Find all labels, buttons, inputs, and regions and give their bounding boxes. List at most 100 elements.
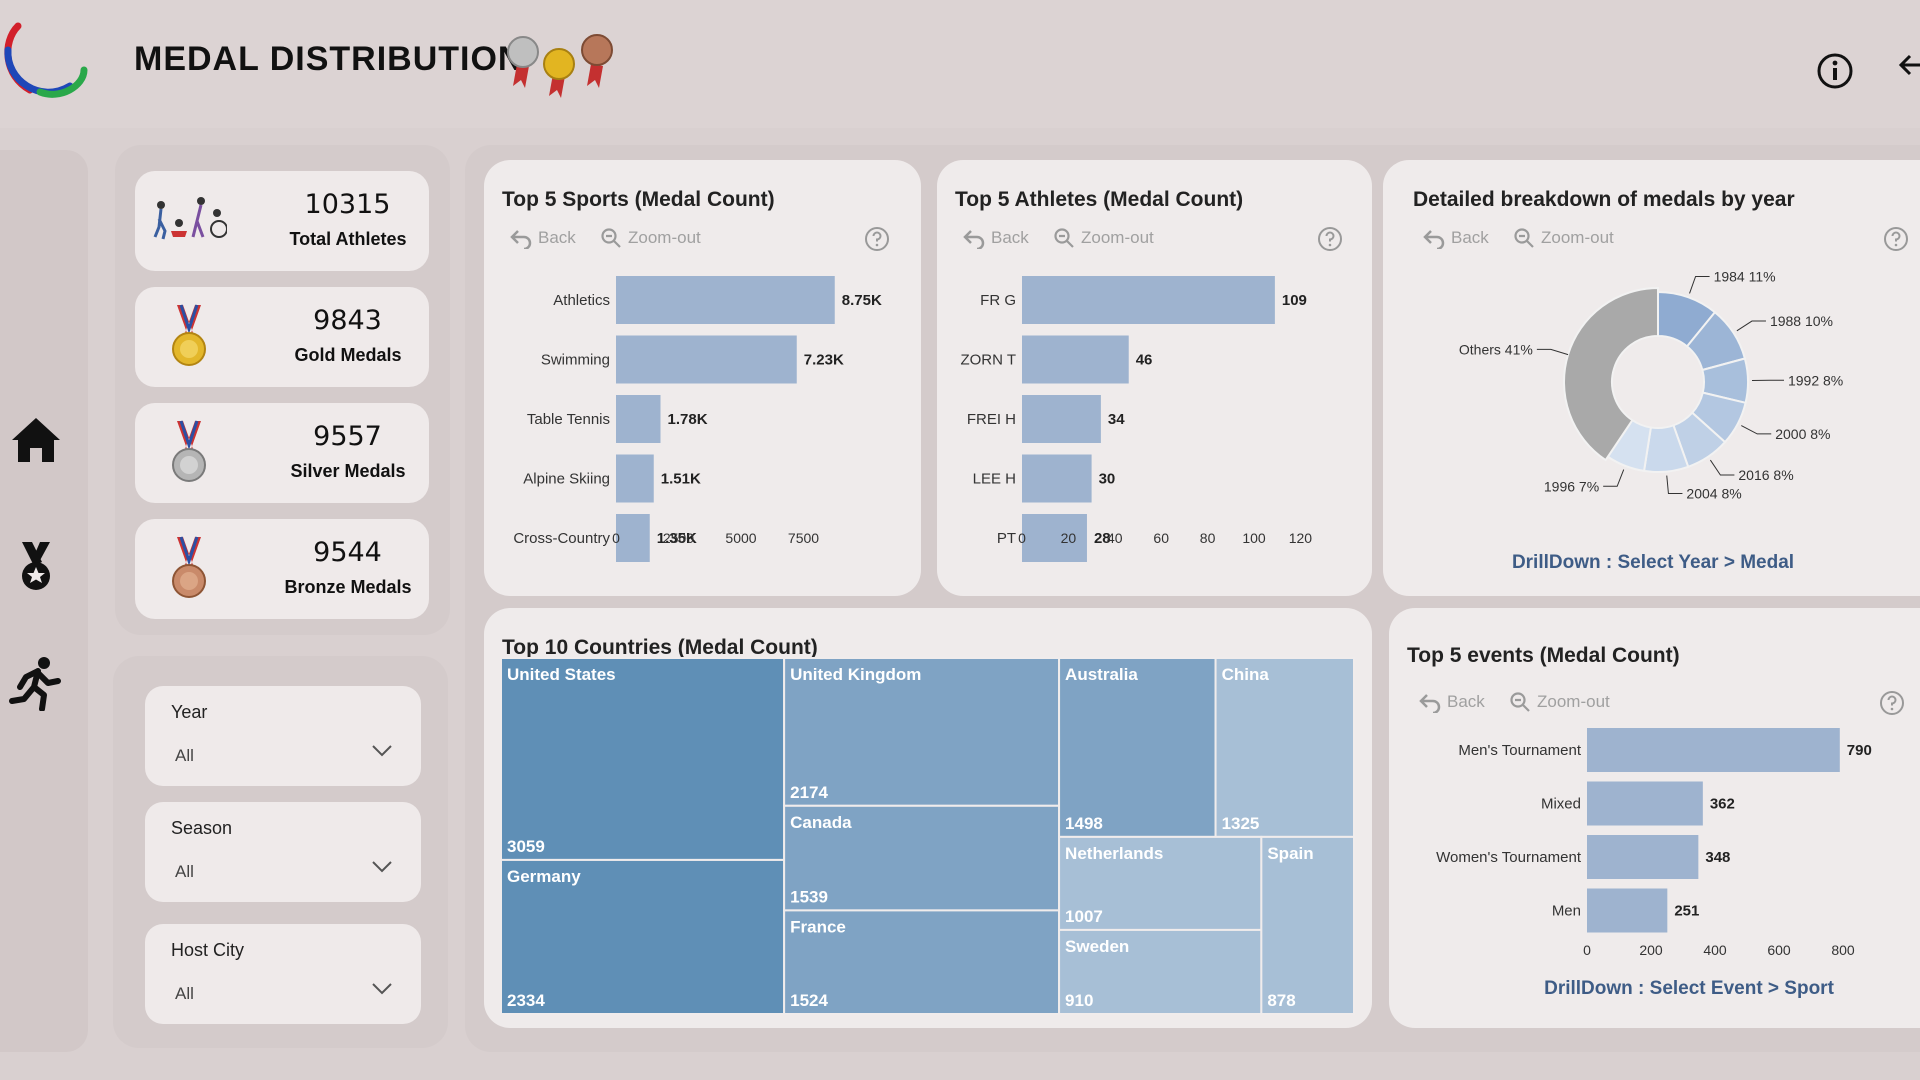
slice-label: 1984 11% (1714, 268, 1776, 284)
bar (1587, 728, 1840, 772)
treemap-value-label: 2174 (790, 783, 828, 802)
category-label: Table Tennis (527, 411, 610, 428)
bar (1022, 514, 1087, 562)
treemap-country-label: China (1222, 665, 1270, 684)
year-slicer[interactable]: Year All (145, 686, 421, 786)
data-label: 7.23K (804, 352, 844, 369)
zoom-out-button[interactable]: Zoom-out (1509, 690, 1610, 714)
filter-value[interactable]: All (175, 984, 194, 1003)
treemap-country-label: Netherlands (1065, 844, 1163, 863)
chart-title: Top 5 events (Medal Count) (1407, 644, 1680, 667)
zoom-out-button[interactable]: Zoom-out (1513, 226, 1614, 250)
category-label: FREI H (967, 411, 1016, 428)
chart-title: Top 10 Countries (Medal Count) (502, 636, 818, 659)
filter-panel: Year All Season All Host City All (113, 656, 448, 1048)
help-icon[interactable] (1879, 690, 1905, 716)
help-icon[interactable] (864, 226, 890, 252)
kpi-value: 10315 (304, 189, 391, 220)
treemap-country-label: United States (507, 665, 616, 684)
medals-icon (507, 34, 613, 98)
back-label: Back (991, 228, 1029, 247)
category-label: PT (997, 530, 1016, 547)
treemap-cell (1214, 657, 1355, 838)
back-button[interactable]: Back (510, 226, 576, 250)
treemap-cell (783, 657, 1061, 807)
zoom-out-button[interactable]: Zoom-out (600, 226, 701, 250)
info-icon[interactable] (1816, 52, 1854, 90)
undo-icon (1419, 694, 1441, 713)
category-label: ZORN T (960, 352, 1016, 369)
treemap-value-label: 1325 (1222, 814, 1260, 833)
year-donut-chart: 1984 11% 1988 10% 1992 8% 2000 8% 2016 8% 200… (1459, 268, 1843, 501)
treemap-value-label: 1539 (790, 887, 828, 906)
zoom-out-icon (1510, 692, 1530, 712)
bar (1587, 781, 1703, 826)
filter-value[interactable]: All (175, 746, 194, 765)
filter-label: Season (171, 818, 233, 838)
zoom-out-button[interactable]: Zoom-out (1053, 226, 1154, 250)
data-label: 362 (1710, 796, 1735, 813)
data-label: 30 (1099, 471, 1116, 488)
treemap-value-label: 878 (1267, 991, 1295, 1010)
undo-icon (1423, 230, 1445, 249)
year-donut-card: Detailed breakdown of medals by year Bac… (1383, 160, 1920, 596)
back-button[interactable]: Back (1423, 226, 1489, 250)
x-tick-label: 100 (1242, 530, 1266, 546)
treemap-country-label: United Kingdom (790, 665, 921, 684)
x-tick-label: 0 (1018, 530, 1026, 546)
bar (1022, 395, 1101, 443)
kpi-total-athletes: 10315 Total Athletes (135, 171, 429, 271)
kpi-bronze-medals: 9544 Bronze Medals (135, 519, 429, 619)
x-tick-label: 600 (1767, 942, 1791, 958)
category-label: Men's Tournament (1458, 742, 1581, 759)
treemap-country-label: Australia (1065, 665, 1138, 684)
data-label: 348 (1705, 849, 1730, 866)
season-slicer[interactable]: Season All (145, 802, 421, 902)
kpi-value: 9557 (313, 421, 382, 452)
home-icon[interactable] (8, 412, 64, 468)
bar (616, 514, 650, 562)
back-button[interactable]: Back (963, 226, 1029, 250)
treemap-country-label: Spain (1267, 844, 1313, 863)
treemap-value-label: 2334 (507, 991, 545, 1010)
leader-line (1709, 459, 1735, 476)
athletes-chart-card: Top 5 Athletes (Medal Count) Back Zoom-o… (937, 160, 1372, 596)
chart-title: Top 5 Sports (Medal Count) (502, 188, 775, 211)
sports-chart-card: Top 5 Sports (Medal Count) Back Zoom-out… (484, 160, 921, 596)
chevron-down-icon[interactable] (371, 744, 393, 758)
paralympic-logo-icon (4, 22, 88, 98)
treemap-value-label: 1498 (1065, 814, 1103, 833)
leader-line (1736, 320, 1766, 332)
bar (616, 276, 835, 324)
back-button[interactable]: Back (1419, 690, 1485, 714)
category-label: LEE H (973, 471, 1016, 488)
data-label: 28 (1094, 530, 1111, 547)
drilldown-hint: DrillDown : Select Year > Medal (1511, 552, 1795, 573)
chart-toolbar: Back Zoom-out (510, 226, 910, 252)
bar (1022, 454, 1092, 503)
leader-line (1536, 348, 1569, 356)
athlete-nav-icon[interactable] (8, 655, 64, 711)
treemap-value-label: 3059 (507, 837, 545, 856)
kpi-silver-medals: 9557 Silver Medals (135, 403, 429, 503)
host-city-slicer[interactable]: Host City All (145, 924, 421, 1024)
zoom-out-icon (601, 228, 621, 248)
treemap-country-label: Canada (790, 813, 852, 832)
help-icon[interactable] (1317, 226, 1343, 252)
chevron-down-icon[interactable] (371, 860, 393, 874)
data-label: 251 (1674, 903, 1699, 920)
data-label: 1.78K (668, 411, 708, 428)
bar (1022, 335, 1129, 384)
back-arrow-icon[interactable] (1898, 50, 1920, 80)
filter-value[interactable]: All (175, 862, 194, 881)
leader-line (1689, 275, 1710, 294)
category-label: Cross-Country (513, 530, 610, 547)
medal-nav-icon[interactable] (8, 538, 64, 594)
chevron-down-icon[interactable] (371, 982, 393, 996)
slice-label: 1996 7% (1544, 478, 1599, 494)
kpi-gold-medals: 9843 Gold Medals (135, 287, 429, 387)
x-tick-label: 80 (1200, 530, 1216, 546)
chart-title: Top 5 Athletes (Medal Count) (955, 188, 1244, 211)
help-icon[interactable] (1883, 226, 1909, 252)
silver-medal-icon (172, 420, 206, 482)
